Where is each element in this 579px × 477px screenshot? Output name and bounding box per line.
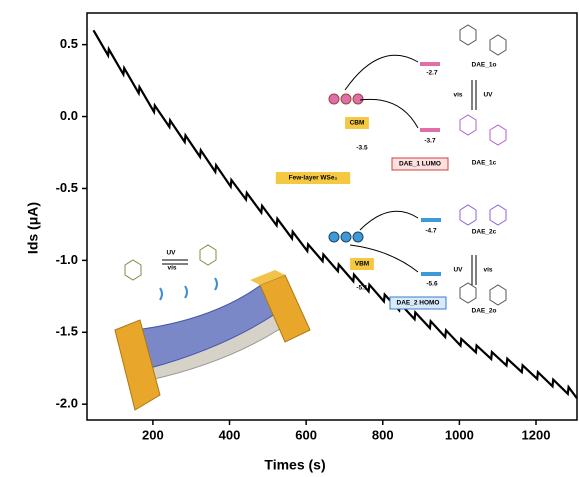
annotation: DAE_2o: [472, 308, 497, 315]
x-tick-label: 1200: [522, 427, 551, 442]
y-tick-label: 0.0: [60, 108, 78, 123]
x-tick-label: 400: [219, 427, 241, 442]
y-tick-label: -1.5: [56, 324, 78, 339]
annotation: VBM: [355, 261, 369, 268]
annotation: -5.1: [356, 285, 368, 292]
y-axis-label: Ids (μA): [25, 202, 41, 254]
annotation: DAE_1 LUMO: [399, 161, 441, 168]
x-axis-label: Times (s): [264, 457, 325, 473]
annotation: CBM: [350, 120, 365, 127]
annotation: -2.7: [426, 70, 438, 77]
annotation: -5.6: [426, 281, 438, 288]
annotation: -3.7: [424, 138, 436, 145]
chart: Times (s) Ids (μA) 0.5 0.0 -0.5 -1.0 -1.5 -2.…: [0, 0, 579, 477]
annotation: -3.5: [356, 145, 368, 152]
x-tick-label: 600: [295, 427, 317, 442]
annotation: DAE_1c: [472, 160, 497, 167]
annotation: DAE_1o: [472, 62, 497, 69]
x-tick-label: 1000: [445, 427, 474, 442]
annotation: UV: [453, 267, 463, 274]
y-tick-label: 0.5: [60, 36, 78, 51]
x-tick-label: 200: [142, 427, 164, 442]
annotation: vis: [167, 265, 176, 272]
x-tick-label: 800: [372, 427, 394, 442]
annotation: UV: [483, 92, 493, 99]
annotation: Few-layer WSe₂: [289, 175, 338, 182]
y-tick-label: -1.0: [56, 252, 78, 267]
annotation: -4.7: [425, 228, 437, 235]
annotation: UV: [166, 250, 176, 257]
annotation: DAE_2c: [472, 229, 497, 236]
annotation: vis: [483, 267, 492, 274]
annotation: vis: [453, 92, 462, 99]
device-inset: [115, 245, 310, 410]
annotation: DAE_2 HOMO: [397, 300, 440, 307]
y-tick-label: -0.5: [56, 180, 78, 195]
y-tick-label: -2.0: [56, 396, 78, 411]
